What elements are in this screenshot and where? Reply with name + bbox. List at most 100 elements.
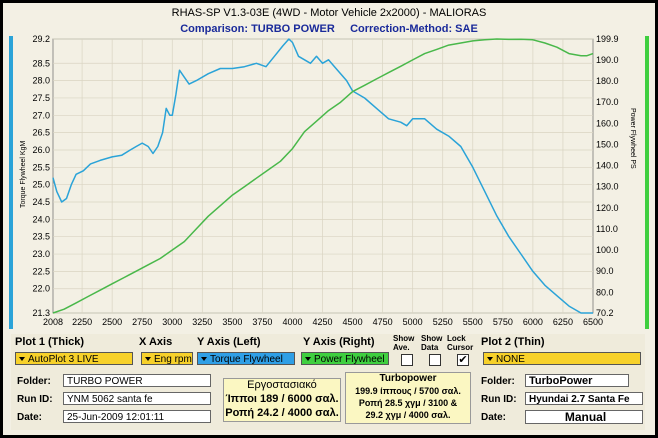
y-left-tick-label: 23.5 [32,232,50,242]
y-axis-right-select[interactable]: Power Flywheel [301,352,389,365]
plot2-label: Plot 2 (Thin) [481,336,545,348]
x-tick-label: 3000 [162,317,182,327]
y-right-axis-title: Power Flywheel PS [629,108,636,169]
y-left-axis-title: Torque Flywheel KgM [20,141,27,208]
y-left-tick-label: 27.0 [32,110,50,120]
y-right-tick-label: 150.0 [596,139,619,149]
plot1-select[interactable]: AutoPlot 3 LIVE [15,352,133,365]
x-tick-label: 6000 [523,317,543,327]
date2-label: Date: [481,412,507,423]
y-right-tick-label: 170.0 [596,97,619,107]
dyno-chart[interactable]: 29.2 28.5 28.0 27.5 27.0 26.5 26.0 25.5 25.0 24.5… [3,3,655,331]
torque-series-line [52,38,593,314]
turbo-result-note: Turbopower 199.9 ίππους / 5700 σαλ. Ροπή… [345,372,471,424]
y-right-tick-label: 100.0 [596,245,619,255]
y-left-tick-label: 26.5 [32,128,50,138]
x-axis-select-value: Eng rpm [154,354,192,365]
y-left-tick-label: 29.2 [32,34,50,44]
y-right-tick-label: 180.0 [596,76,619,86]
run-id-field[interactable]: YNM 5062 santa fe [63,392,211,405]
x-tick-label: 3750 [252,317,272,327]
run-id2-label: Run ID: [481,394,517,405]
x-tick-label: 4250 [313,317,333,327]
x-axis-select[interactable]: Eng rpm [141,352,193,365]
folder2-label: Folder: [481,376,515,387]
y-right-tick-label: 80.0 [596,287,614,297]
factory-spec-power: Ίπποι 189 / 6000 σαλ. [225,393,339,405]
show-data-label: Show Data [421,334,443,352]
plot1-label: Plot 1 (Thick) [15,336,85,348]
x-tick-label: 2750 [132,317,152,327]
x-axis-ticks: 2008 2250 2500 2750 3000 3250 3500 3750 4000 4250… [43,317,603,327]
date2-field[interactable]: Manual [525,410,643,424]
y-left-tick-label: 28.5 [32,58,50,68]
y-right-tick-label: 70.2 [596,308,614,318]
left-axis-ticks: 29.2 28.5 28.0 27.5 27.0 26.5 26.0 25.5 25.0 24.5… [32,34,50,318]
chevron-down-icon [145,357,151,362]
turbo-result-power: 199.9 ίππους / 5700 σαλ. [355,386,461,396]
y-left-tick-label: 24.5 [32,197,50,207]
y-left-tick-label: 22.0 [32,284,50,294]
factory-spec-note: Εργοστασιακό Ίπποι 189 / 6000 σαλ. Ροπή … [223,378,341,422]
x-tick-label: 4000 [282,317,302,327]
y-left-tick-label: 23.0 [32,249,50,259]
date-label: Date: [17,412,43,423]
plot2-select-value: NONE [496,354,525,365]
y-right-tick-label: 140.0 [596,161,619,171]
grid [53,38,593,314]
x-tick-label: 5750 [493,317,513,327]
x-tick-label: 2250 [72,317,92,327]
x-tick-label: 4750 [373,317,393,327]
control-panel: Plot 1 (Thick) X Axis Y Axis (Left) Y Ax… [11,334,645,430]
y-left-tick-label: 26.0 [32,145,50,155]
y-axis-right-label: Y Axis (Right) [303,336,375,348]
y-right-tick-label: 199.9 [596,34,619,44]
y-left-tick-label: 25.5 [32,162,50,172]
series-group [52,38,594,314]
y-left-tick-label: 22.5 [32,266,50,276]
x-tick-label: 6500 [583,317,603,327]
y-axis-left-label: Y Axis (Left) [197,336,261,348]
comparison-subtitle: Comparison: TURBO POWER Correction-Metho… [180,23,478,35]
folder-label: Folder: [17,376,51,387]
x-tick-label: 5250 [433,317,453,327]
chevron-down-icon [201,357,207,362]
y-left-tick-label: 24.0 [32,214,50,224]
lock-cursor-checkbox[interactable]: ✔ [457,354,469,366]
plot2-select[interactable]: NONE [483,352,641,365]
y-right-tick-label: 110.0 [596,224,618,234]
folder-field[interactable]: TURBO POWER [63,374,211,387]
left-axis-bar [9,36,13,329]
x-tick-label: 6250 [553,317,573,327]
y-axis-right-select-value: Power Flywheel [314,354,385,365]
date-field[interactable]: 25-Jun-2009 12:01:11 [63,410,211,423]
run-id-label: Run ID: [17,394,53,405]
show-data-checkbox[interactable] [429,354,441,366]
y-right-tick-label: 190.0 [596,55,619,65]
y-right-tick-label: 90.0 [596,266,614,276]
lock-cursor-label: Lock Cursor [447,334,474,352]
show-ave-label: Show Ave. [393,334,415,352]
plot1-select-value: AutoPlot 3 LIVE [28,354,99,365]
y-right-tick-label: 130.0 [596,182,619,192]
right-axis-ticks: 199.9 190.0 180.0 170.0 160.0 150.0 140.0 130.0… [596,34,619,318]
factory-spec-torque: Ροπή 24.2 / 4000 σαλ. [225,407,339,419]
window-title: RHAS-SP V1.3-03E (4WD - Motor Vehicle 2x… [171,7,487,19]
turbo-result-torque-1: Ροπή 28.5 χγμ / 3100 & [358,398,458,408]
x-tick-label: 5500 [463,317,483,327]
y-axis-left-select-value: Torque Flywheel [210,354,283,365]
show-ave-checkbox[interactable] [401,354,413,366]
x-tick-label: 2500 [102,317,122,327]
run-id2-field[interactable]: Hyundai 2.7 Santa Fe [525,392,643,405]
factory-spec-title: Εργοστασιακό [247,379,317,391]
turbo-result-title: Turbopower [379,373,437,384]
x-tick-label: 5000 [403,317,423,327]
folder2-field[interactable]: TurboPower [525,374,629,387]
power-series-line [52,38,594,314]
y-axis-left-select[interactable]: Torque Flywheel [197,352,295,365]
y-right-tick-label: 160.0 [596,118,619,128]
checkmark-icon: ✔ [458,354,468,366]
y-left-tick-label: 25.0 [32,180,50,190]
y-right-tick-label: 120.0 [596,203,619,213]
chevron-down-icon [19,357,25,362]
